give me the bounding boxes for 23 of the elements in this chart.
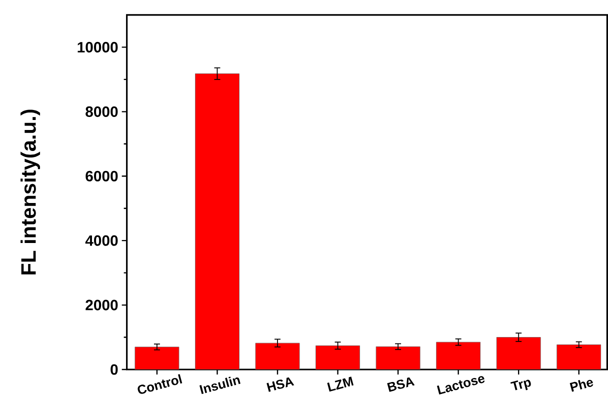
bar bbox=[496, 337, 541, 370]
x-tick-label: LZM bbox=[327, 376, 354, 392]
x-tick-label: Lactose bbox=[436, 376, 485, 394]
y-tick-label: 0 bbox=[110, 364, 118, 375]
bar bbox=[556, 344, 602, 370]
bar bbox=[436, 342, 480, 370]
y-tick-label: 4000 bbox=[85, 235, 118, 246]
x-tick-label: Phe bbox=[570, 380, 594, 392]
bar bbox=[376, 346, 420, 370]
bar bbox=[195, 73, 240, 370]
y-tick-label: 2000 bbox=[86, 300, 118, 310]
x-tick-label: HSA bbox=[266, 377, 294, 392]
x-tick-label: BSA bbox=[387, 377, 415, 392]
x-tick-label: Control bbox=[138, 374, 182, 394]
y-axis-title: FL intensity(a.u.) bbox=[20, 109, 40, 274]
x-tick-label: Trp bbox=[510, 380, 531, 390]
x-tick-label: Insulin bbox=[199, 376, 240, 394]
y-tick-label: 6000 bbox=[86, 170, 118, 182]
bar bbox=[316, 345, 360, 370]
bar bbox=[256, 342, 300, 370]
y-tick-label: 10000 bbox=[78, 42, 118, 52]
y-tick-label: 8000 bbox=[86, 106, 118, 117]
bar bbox=[134, 346, 179, 370]
